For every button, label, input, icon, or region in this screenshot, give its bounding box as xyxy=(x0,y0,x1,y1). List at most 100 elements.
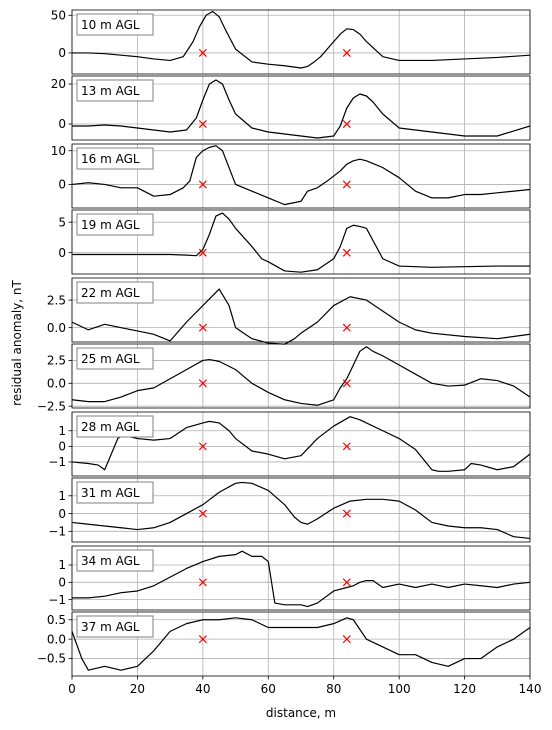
x-marker xyxy=(342,119,351,129)
x-marker-stroke xyxy=(342,180,351,189)
panel-5: 0.0 2.5 22 m AGL xyxy=(47,277,531,345)
panel-label-box xyxy=(76,481,154,504)
panel-label-text: 37 m AGL xyxy=(81,620,140,634)
x-tick-label: 140 xyxy=(519,682,542,696)
panel-frame xyxy=(71,209,531,275)
panel-label: 16 m AGL xyxy=(76,147,154,170)
x-marker-stroke xyxy=(342,635,351,644)
y-tick-label: 0.0 xyxy=(47,321,66,335)
series-line xyxy=(72,10,531,69)
panel-frame xyxy=(71,545,531,611)
x-marker xyxy=(342,248,351,257)
panel-label: 31 m AGL xyxy=(76,481,154,504)
x-marker-stroke xyxy=(198,379,207,388)
x-marker-stroke xyxy=(198,119,207,129)
panel-frame xyxy=(71,343,531,409)
panel-label-box xyxy=(76,147,154,170)
panel-frame xyxy=(71,411,531,477)
y-tick-label: 1 xyxy=(58,424,66,438)
x-marker xyxy=(198,48,207,57)
panel-label: 34 m AGL xyxy=(76,549,154,572)
panel-7: −10 1 28 m AGL xyxy=(48,411,531,477)
panel-label-box xyxy=(76,213,154,236)
panel-3: 0 10 16 m AGL xyxy=(51,143,531,209)
x-marker xyxy=(342,442,351,451)
y-tick-label: 0.0 xyxy=(47,632,66,646)
y-tick-label: 0.0 xyxy=(47,377,66,391)
panel-4: 0 5 19 m AGL xyxy=(58,209,531,275)
x-marker xyxy=(342,509,351,518)
x-tick-label: 120 xyxy=(453,682,476,696)
x-marker-stroke xyxy=(198,578,207,587)
x-marker xyxy=(198,635,207,644)
series-line xyxy=(72,212,530,273)
panel-label-text: 22 m AGL xyxy=(81,286,140,300)
panel-frame xyxy=(71,75,531,141)
y-tick-label: 2.5 xyxy=(47,293,66,307)
y-tick-label: 20 xyxy=(51,77,66,91)
y-tick-label: 10 xyxy=(51,144,66,158)
panel-label: 37 m AGL xyxy=(76,615,154,638)
y-tick-label: 1 xyxy=(58,489,66,503)
panel-frame xyxy=(71,611,531,677)
x-marker xyxy=(198,578,207,587)
panel-label-box xyxy=(76,79,154,102)
y-tick-label: −0.5 xyxy=(37,652,66,666)
panel-label: 28 m AGL xyxy=(76,415,154,438)
x-marker xyxy=(198,248,207,257)
y-tick-label: 2.5 xyxy=(47,354,66,368)
panel-label-box xyxy=(76,13,154,36)
panel-1: 0 50 10 m AGL xyxy=(51,8,531,75)
panel-label: 10 m AGL xyxy=(76,13,154,36)
x-marker-stroke xyxy=(198,248,207,257)
y-tick-label: 1 xyxy=(58,558,66,572)
panel-frame xyxy=(71,477,531,543)
panel-label-box xyxy=(76,281,154,304)
x-tick-label: 60 xyxy=(261,682,276,696)
panel-label: 19 m AGL xyxy=(76,213,154,236)
series-line xyxy=(71,617,531,671)
y-tick-label: 50 xyxy=(51,8,66,22)
x-axis-label: distance, m xyxy=(266,706,336,720)
panel-10: −0.5 0.0 0.5 37 m AGL xyxy=(37,611,531,677)
y-tick-label: −1 xyxy=(48,593,66,607)
x-marker xyxy=(342,578,351,587)
x-marker-stroke xyxy=(342,323,351,332)
panel-label: 22 m AGL xyxy=(76,281,154,304)
x-marker xyxy=(342,379,351,388)
x-marker xyxy=(342,323,351,332)
panel-label-box xyxy=(76,347,154,370)
panel-label-box xyxy=(76,615,154,638)
y-tick-label: 0 xyxy=(58,117,66,131)
x-tick-label: 20 xyxy=(130,682,145,696)
x-marker xyxy=(198,180,207,189)
x-marker xyxy=(198,442,207,451)
panel-frame xyxy=(71,277,531,343)
panel-6: −2.5 0.0 2.5 25 m AGL xyxy=(37,343,531,413)
panel-label-text: 34 m AGL xyxy=(81,554,140,568)
y-tick-label: −1 xyxy=(48,455,66,469)
x-marker xyxy=(198,509,207,518)
x-marker-stroke xyxy=(198,442,207,451)
y-tick-label: 0 xyxy=(58,46,66,60)
x-marker xyxy=(198,119,207,129)
series-line xyxy=(71,481,531,540)
panel-label: 13 m AGL xyxy=(76,79,154,102)
y-tick-label: 0 xyxy=(58,507,66,521)
y-tick-label: 0 xyxy=(58,576,66,590)
panel-label-text: 28 m AGL xyxy=(81,420,140,434)
x-marker-stroke xyxy=(198,323,207,332)
x-marker xyxy=(342,180,351,189)
x-marker-stroke xyxy=(198,509,207,518)
y-tick-label: 0.5 xyxy=(47,613,66,627)
x-marker-stroke xyxy=(198,635,207,644)
panel-label-text: 25 m AGL xyxy=(81,352,140,366)
x-marker xyxy=(342,48,351,57)
y-axis-label: residual anomaly, nT xyxy=(10,279,24,405)
panel-label-text: 31 m AGL xyxy=(81,486,140,500)
panel-frame xyxy=(71,143,531,209)
panel-label-text: 19 m AGL xyxy=(81,218,140,232)
series-line xyxy=(71,346,531,406)
panel-label: 25 m AGL xyxy=(76,347,154,370)
